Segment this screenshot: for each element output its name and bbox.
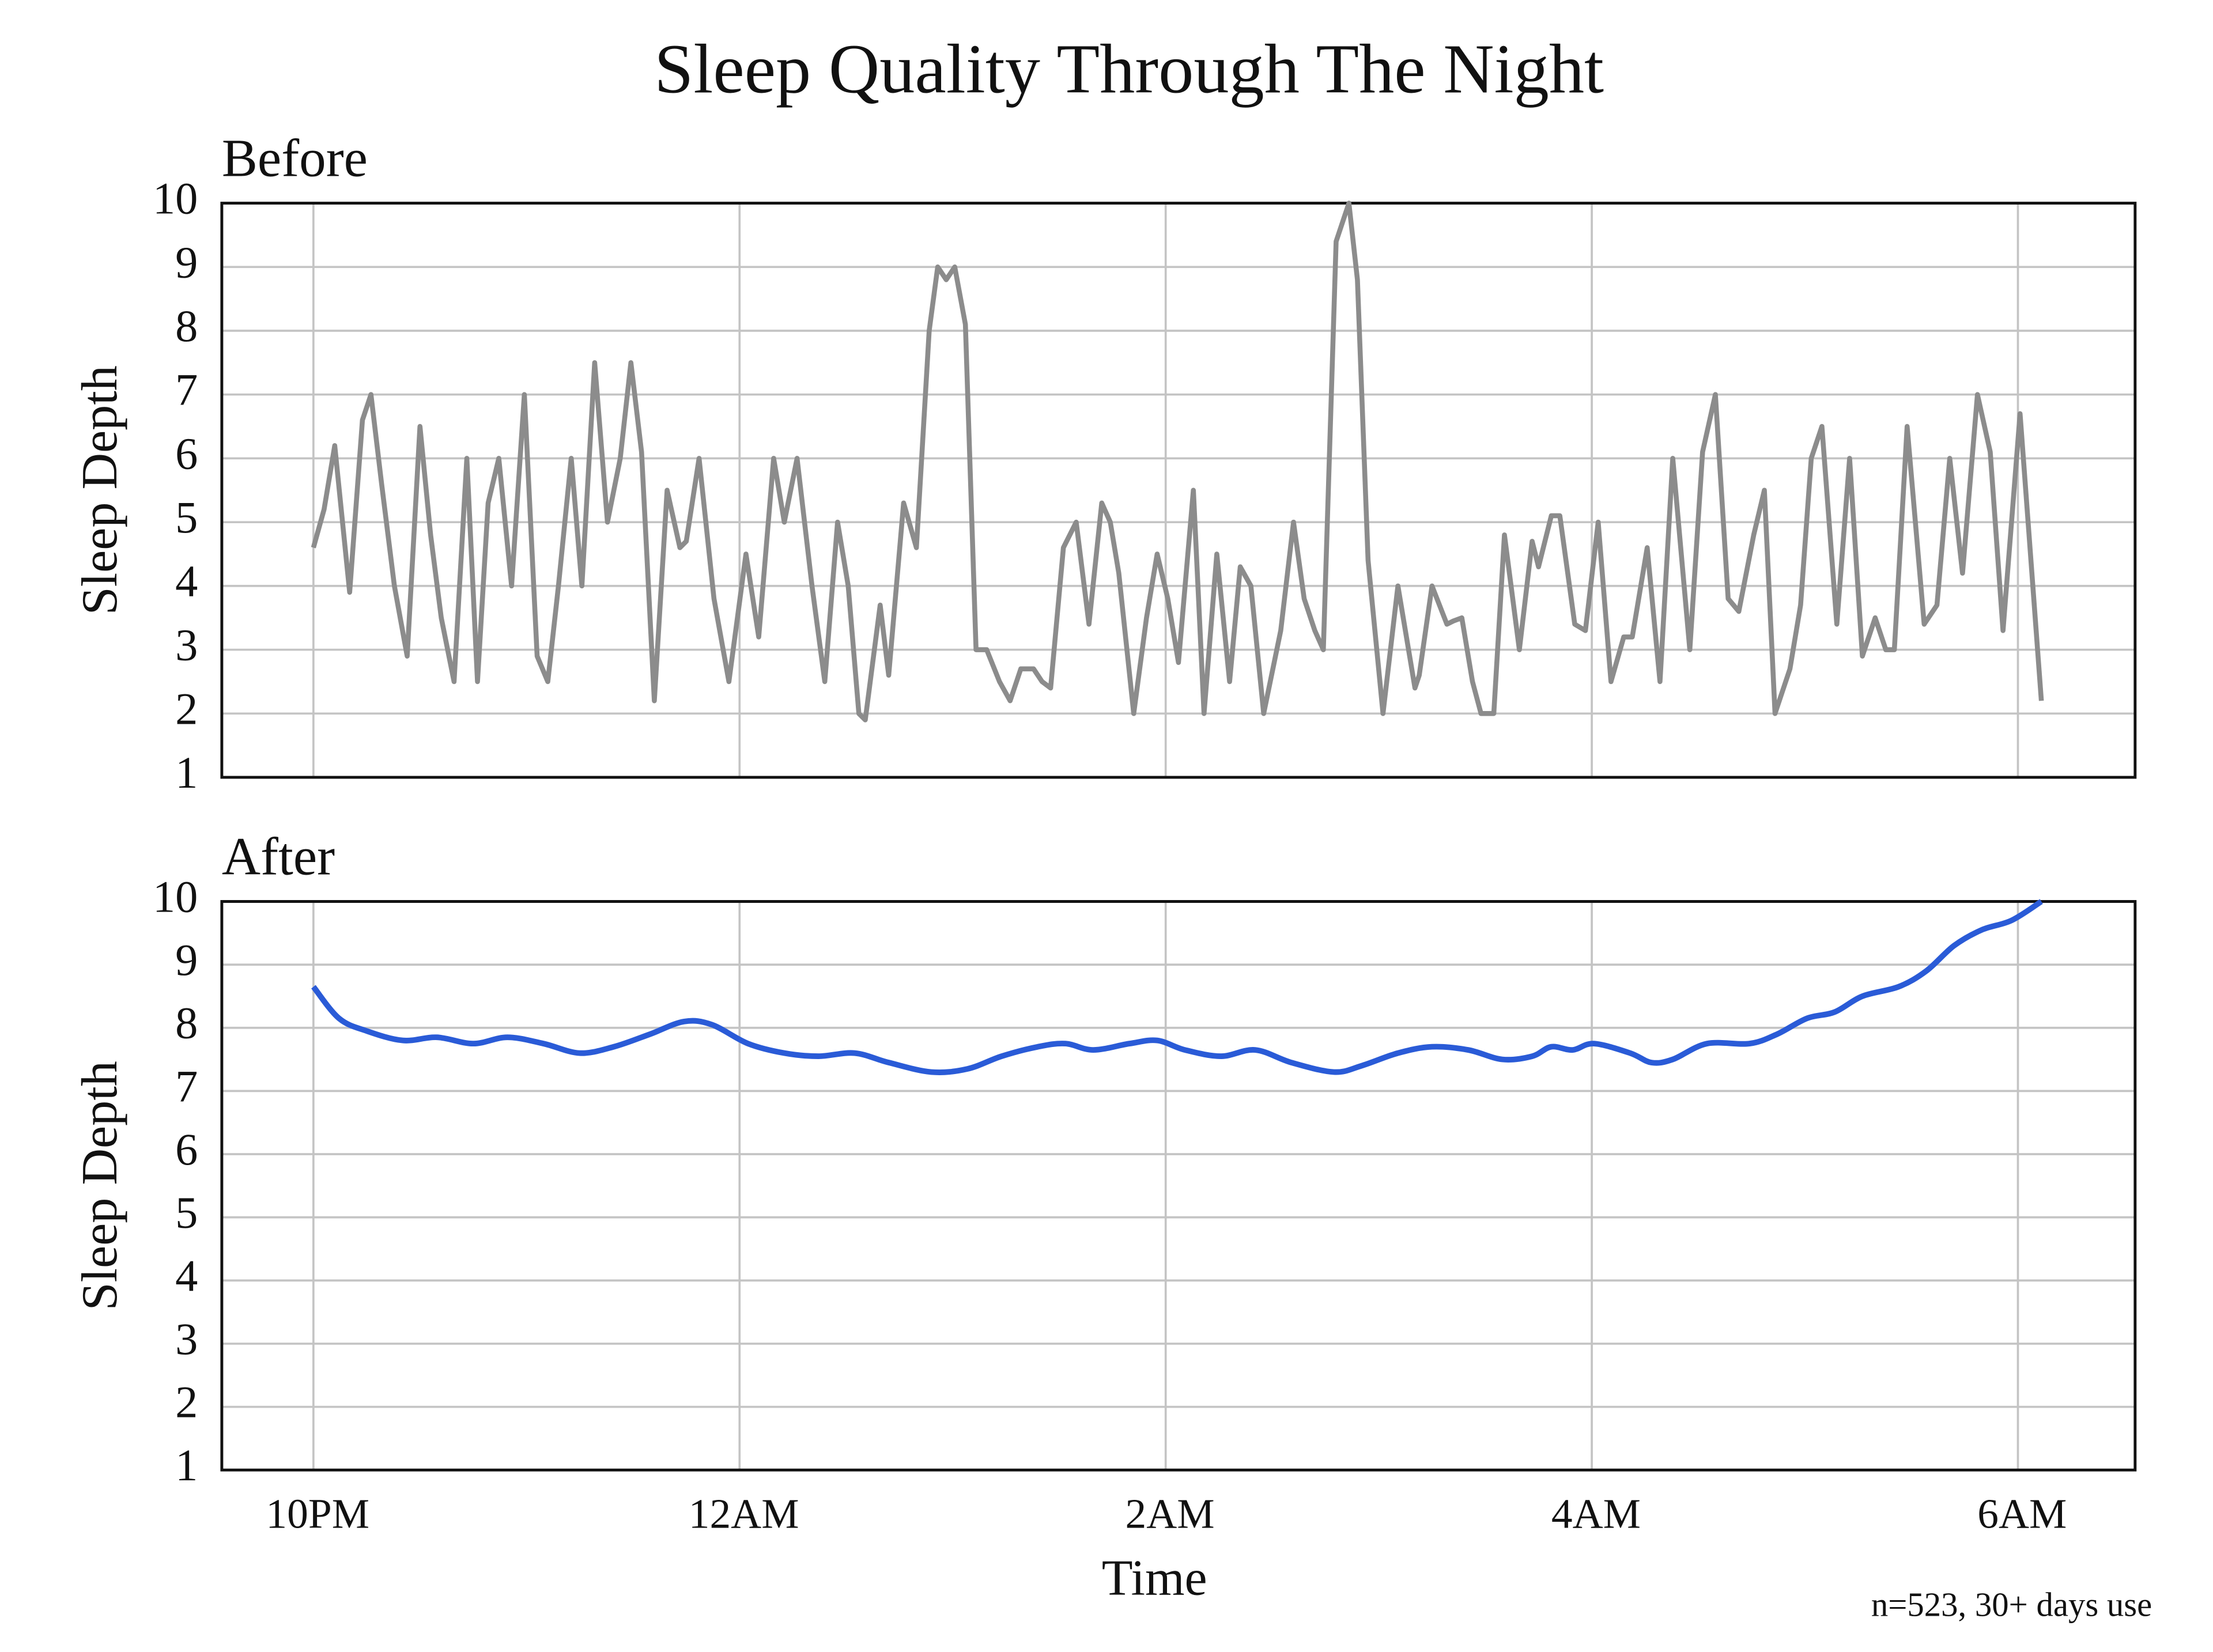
y-tick-label: 5 [175,492,198,542]
subplot-title: After [222,827,335,886]
y-tick-label: 10 [153,173,198,224]
data-line [311,201,2044,723]
y-tick-label: 8 [175,301,198,351]
y-tick-label: 6 [175,428,198,478]
footnote: n=523, 30+ days use [1871,1586,2152,1624]
chart-title: Sleep Quality Through The Night [654,30,1604,108]
y-tick-label: 9 [175,935,198,985]
x-tick-label: 10PM [266,1490,369,1537]
data-line [311,899,2043,1075]
y-tick-label: 6 [175,1124,198,1174]
x-tick-label: 2AM [1125,1490,1214,1537]
x-tick-label: 6AM [1977,1490,2067,1537]
y-tick-label: 7 [175,365,198,415]
y-tick-label: 4 [175,556,198,606]
subplot-title: Before [222,128,368,188]
x-axis-label: Time [1102,1549,1207,1606]
y-tick-label: 4 [175,1250,198,1301]
y-tick-label: 9 [175,237,198,287]
y-axis-label: Sleep Depth [71,365,128,615]
y-tick-label: 10 [153,871,198,921]
x-tick-label: 4AM [1551,1490,1641,1537]
y-tick-label: 1 [175,1440,198,1490]
plot-frame [220,202,2137,779]
y-tick-label: 3 [175,1314,198,1364]
y-tick-label: 3 [175,620,198,670]
y-tick-label: 5 [175,1188,198,1238]
x-tick-label: 12AM [689,1490,799,1537]
y-tick-label: 8 [175,998,198,1048]
y-tick-label: 2 [175,1377,198,1427]
plot-frame [220,900,2137,1472]
y-tick-label: 1 [175,747,198,797]
y-tick-label: 7 [175,1061,198,1111]
y-tick-label: 2 [175,683,198,734]
y-axis-label: Sleep Depth [71,1061,128,1310]
